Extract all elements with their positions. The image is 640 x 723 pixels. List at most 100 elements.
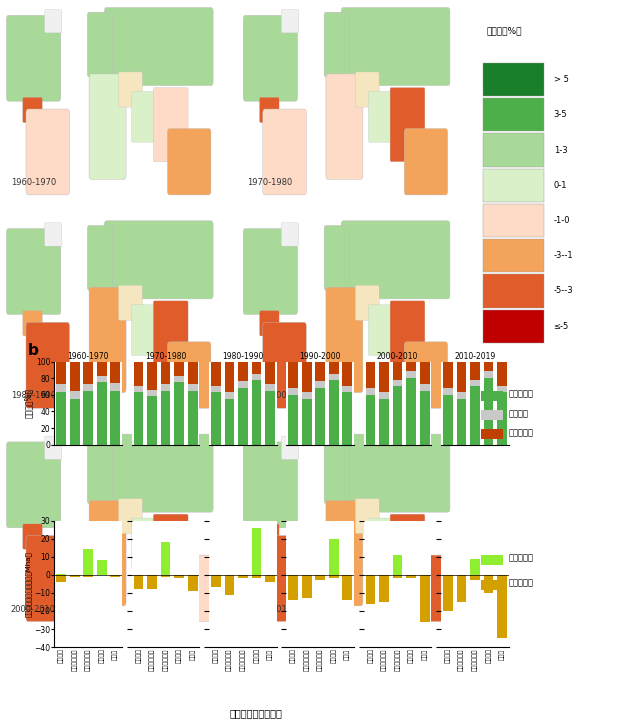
Bar xyxy=(161,542,170,575)
FancyBboxPatch shape xyxy=(404,555,448,622)
Bar xyxy=(483,98,544,132)
Bar xyxy=(365,575,376,604)
Bar xyxy=(288,388,298,395)
Bar xyxy=(365,388,376,395)
Bar xyxy=(161,390,170,445)
Text: 面穌が純減: 面穌が純減 xyxy=(509,428,534,437)
FancyBboxPatch shape xyxy=(324,226,349,291)
Bar xyxy=(393,362,403,380)
FancyBboxPatch shape xyxy=(263,109,307,195)
Bar xyxy=(483,63,544,96)
Bar xyxy=(379,399,389,445)
Text: 世界銀行による区分: 世界銀行による区分 xyxy=(230,708,282,718)
Text: 1960-1970: 1960-1970 xyxy=(11,178,56,187)
Bar xyxy=(111,362,120,383)
FancyBboxPatch shape xyxy=(89,74,126,179)
Bar xyxy=(481,391,503,401)
Bar xyxy=(365,362,376,388)
Bar xyxy=(484,575,493,593)
Text: 変化なし: 変化なし xyxy=(509,409,529,418)
FancyBboxPatch shape xyxy=(168,555,211,622)
Bar xyxy=(97,560,107,575)
Bar xyxy=(483,275,544,307)
Text: -3--1: -3--1 xyxy=(554,252,573,260)
Bar xyxy=(443,388,452,395)
FancyBboxPatch shape xyxy=(45,9,62,33)
Bar xyxy=(302,393,312,399)
Text: b: b xyxy=(28,343,38,358)
Bar xyxy=(497,575,507,638)
FancyBboxPatch shape xyxy=(341,7,450,85)
Bar xyxy=(329,575,339,578)
Bar xyxy=(365,395,376,445)
FancyBboxPatch shape xyxy=(89,500,126,606)
Bar xyxy=(134,393,143,445)
Bar xyxy=(406,378,416,445)
FancyBboxPatch shape xyxy=(263,322,307,408)
Text: 1980-1990: 1980-1990 xyxy=(11,391,56,401)
Bar xyxy=(483,309,544,343)
Text: 1-3: 1-3 xyxy=(554,145,567,155)
Bar xyxy=(56,575,66,582)
FancyBboxPatch shape xyxy=(168,342,211,408)
Bar xyxy=(174,362,184,376)
FancyBboxPatch shape xyxy=(132,518,160,569)
FancyBboxPatch shape xyxy=(243,442,298,528)
FancyBboxPatch shape xyxy=(6,15,61,101)
FancyBboxPatch shape xyxy=(326,74,363,179)
FancyBboxPatch shape xyxy=(369,92,397,142)
Bar xyxy=(147,390,157,396)
Title: 1990-2000: 1990-2000 xyxy=(300,351,341,361)
Bar xyxy=(288,575,298,600)
Title: 2010-2019: 2010-2019 xyxy=(454,351,495,361)
Bar xyxy=(111,575,120,577)
FancyBboxPatch shape xyxy=(390,87,425,162)
Bar xyxy=(393,380,403,386)
Bar xyxy=(470,386,480,445)
Bar xyxy=(70,399,79,445)
Bar xyxy=(134,362,143,385)
Bar xyxy=(70,362,79,390)
Bar xyxy=(147,396,157,445)
FancyBboxPatch shape xyxy=(104,7,213,85)
Bar xyxy=(225,362,234,393)
Text: 面穌が純増: 面穌が純増 xyxy=(509,553,534,562)
Bar xyxy=(420,362,429,384)
Bar xyxy=(481,555,503,565)
Bar xyxy=(484,362,493,372)
Bar xyxy=(211,575,221,587)
FancyBboxPatch shape xyxy=(132,92,160,142)
FancyBboxPatch shape xyxy=(26,109,70,195)
Bar xyxy=(497,362,507,385)
Text: -5--3: -5--3 xyxy=(554,286,573,296)
FancyBboxPatch shape xyxy=(45,223,62,246)
Bar xyxy=(484,372,493,378)
Bar xyxy=(225,575,234,594)
FancyBboxPatch shape xyxy=(390,301,425,375)
Bar xyxy=(329,380,339,445)
FancyBboxPatch shape xyxy=(26,322,70,408)
FancyBboxPatch shape xyxy=(326,500,363,606)
FancyBboxPatch shape xyxy=(154,514,188,589)
FancyBboxPatch shape xyxy=(404,342,448,408)
FancyBboxPatch shape xyxy=(324,12,349,77)
Bar xyxy=(342,362,352,385)
Bar xyxy=(111,383,120,390)
Bar xyxy=(420,390,429,445)
Bar xyxy=(174,575,184,578)
FancyBboxPatch shape xyxy=(89,287,126,393)
FancyBboxPatch shape xyxy=(45,436,62,460)
Bar xyxy=(56,574,66,575)
Bar xyxy=(97,376,107,382)
Text: 1970-1980: 1970-1980 xyxy=(248,178,293,187)
Bar xyxy=(329,374,339,380)
FancyBboxPatch shape xyxy=(23,98,42,123)
Bar xyxy=(174,376,184,382)
FancyBboxPatch shape xyxy=(23,311,42,336)
Bar xyxy=(456,399,467,445)
FancyBboxPatch shape xyxy=(104,434,213,512)
Bar xyxy=(329,362,339,374)
Text: 面穌が純増: 面穌が純増 xyxy=(509,390,534,399)
FancyBboxPatch shape xyxy=(6,442,61,528)
Bar xyxy=(316,362,325,382)
